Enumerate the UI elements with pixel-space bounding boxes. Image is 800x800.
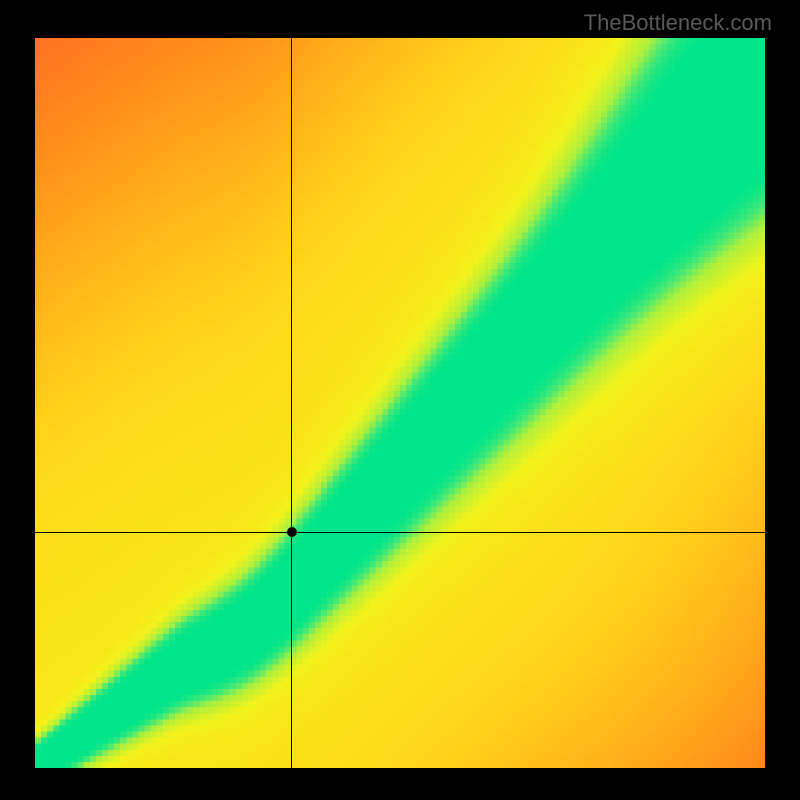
crosshair-horizontal <box>35 532 765 533</box>
bottleneck-heatmap <box>35 38 765 768</box>
watermark-text: TheBottleneck.com <box>584 10 772 36</box>
crosshair-vertical <box>291 38 292 768</box>
bottleneck-heatmap-container: { "source": { "watermark_text": "TheBott… <box>0 0 800 800</box>
